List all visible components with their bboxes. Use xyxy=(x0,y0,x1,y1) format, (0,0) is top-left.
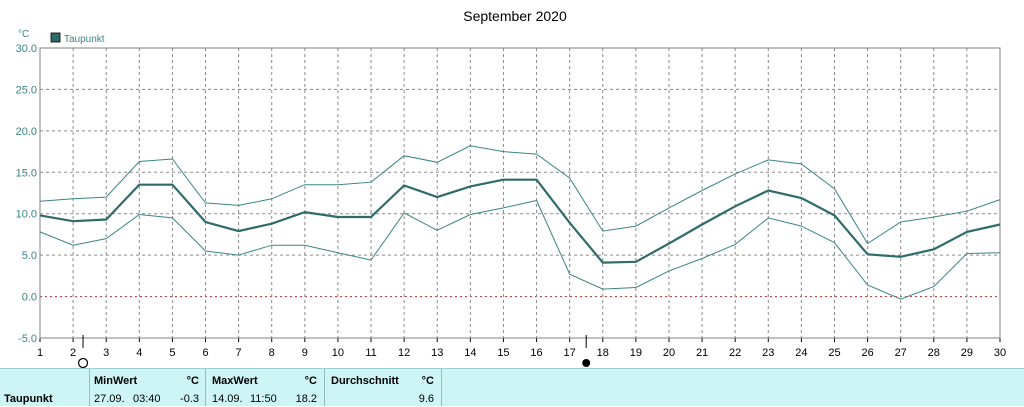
series-max-line xyxy=(39,145,1001,245)
stats-panel: Taupunkt MinWert °C 27.09. 03:40 -0.3 Ma… xyxy=(0,368,1024,406)
legend: Taupunkt xyxy=(50,32,105,45)
x-tick-label: 13 xyxy=(431,347,443,359)
x-tick-label: 15 xyxy=(497,347,509,359)
x-tick-label: 14 xyxy=(464,347,476,359)
x-tick-label: 23 xyxy=(762,347,774,359)
min-time: 03:40 xyxy=(133,393,161,405)
max-unit: °C xyxy=(304,375,317,387)
stats-row-label: Taupunkt xyxy=(4,393,53,405)
x-tick-label: 8 xyxy=(269,347,275,359)
x-tick-label: 29 xyxy=(961,347,973,359)
min-stat: MinWert °C 27.09. 03:40 -0.3 xyxy=(90,369,205,407)
x-tick-label: 17 xyxy=(564,347,576,359)
y-tick-label: 30.0 xyxy=(16,43,37,55)
x-tick-label: 12 xyxy=(398,347,410,359)
x-tick-label: 28 xyxy=(928,347,940,359)
series-avg-line xyxy=(39,178,1001,264)
full-moon-icon xyxy=(582,359,591,367)
x-tick-label: 1 xyxy=(37,347,43,359)
y-tick-label: 15.0 xyxy=(16,167,37,179)
x-tick-label: 10 xyxy=(332,347,344,359)
x-tick-label: 25 xyxy=(828,347,840,359)
x-tick-label: 24 xyxy=(795,347,807,359)
x-tick-label: 9 xyxy=(302,347,308,359)
x-tick-label: 26 xyxy=(861,347,873,359)
avg-value: 9.6 xyxy=(418,393,434,405)
chart-title: September 2020 xyxy=(463,8,567,24)
y-tick-label: 10.0 xyxy=(16,209,37,221)
y-tick-label: -5.0 xyxy=(18,333,37,345)
x-tick-label: 19 xyxy=(630,347,642,359)
y-unit-label: °C xyxy=(18,29,29,40)
y-tick-label: 25.0 xyxy=(16,84,37,96)
y-tick-label: 0.0 xyxy=(22,292,37,304)
new-moon-icon xyxy=(77,357,89,368)
min-unit: °C xyxy=(186,375,199,387)
x-tick-label: 16 xyxy=(530,347,542,359)
plot-frame xyxy=(39,47,1001,339)
y-tick-label: 20.0 xyxy=(16,126,37,138)
x-tick-label: 21 xyxy=(696,347,708,359)
max-stat: MaxWert °C 14.09. 11:50 18.2 xyxy=(206,369,323,407)
y-tick-label: 5.0 xyxy=(22,250,37,262)
series-min-line xyxy=(39,199,1001,300)
x-tick-label: 4 xyxy=(136,347,142,359)
x-tick-label: 30 xyxy=(994,347,1006,359)
dewpoint-chart: September 2020 °C Taupunkt -5.0 0.0 5.0 10.… xyxy=(16,8,1006,368)
x-tick-label: 7 xyxy=(236,347,242,359)
x-tick-label: 2 xyxy=(70,347,76,359)
x-tick-label: 11 xyxy=(365,347,376,359)
avg-stat: Durchschnitt °C 9.6 xyxy=(325,369,440,407)
max-time: 11:50 xyxy=(250,393,277,405)
legend-swatch xyxy=(50,32,61,43)
avg-header: Durchschnitt xyxy=(331,375,399,387)
x-tick-label: 3 xyxy=(103,347,109,359)
x-tick-label: 18 xyxy=(597,347,609,359)
x-tick-label: 5 xyxy=(169,347,175,359)
x-tick-label: 27 xyxy=(895,347,907,359)
min-date: 27.09. xyxy=(94,393,125,405)
min-value: -0.3 xyxy=(180,393,199,405)
max-date: 14.09. xyxy=(212,393,243,405)
min-header: MinWert xyxy=(94,375,138,387)
avg-unit: °C xyxy=(421,375,434,387)
max-value: 18.2 xyxy=(295,393,317,405)
x-tick-label: 20 xyxy=(663,347,675,359)
max-header: MaxWert xyxy=(212,375,258,387)
x-tick-label: 22 xyxy=(729,347,741,359)
x-tick-label: 6 xyxy=(202,347,208,359)
legend-label: Taupunkt xyxy=(64,34,105,45)
